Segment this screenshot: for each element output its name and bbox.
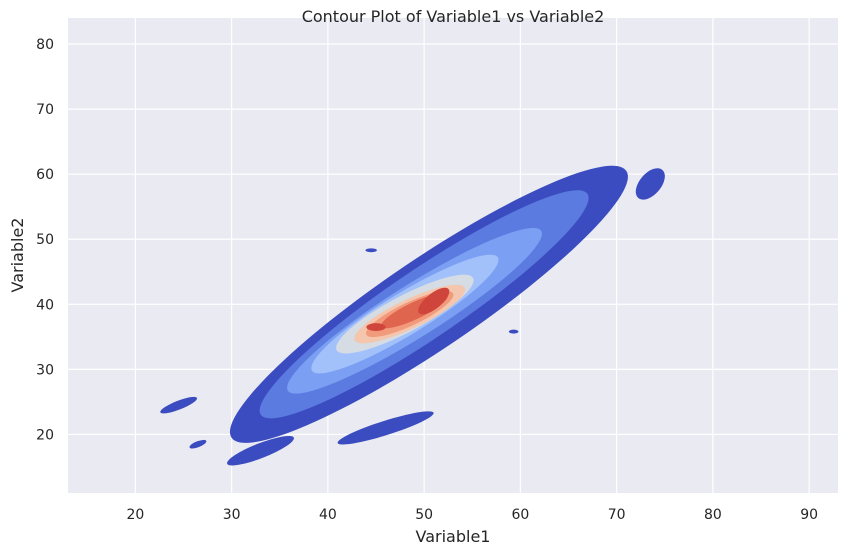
contour-island xyxy=(160,396,198,414)
y-tick-label: 80 xyxy=(36,37,54,53)
y-axis-title: Variable2 xyxy=(8,218,27,293)
contour-level-9 xyxy=(418,287,450,315)
contour-fills xyxy=(160,165,665,466)
x-tick-label: 40 xyxy=(319,507,337,523)
contour-island xyxy=(635,168,665,200)
y-tick-label: 20 xyxy=(36,427,54,443)
x-tick-label: 30 xyxy=(223,507,241,523)
x-tick-label: 90 xyxy=(800,507,818,523)
y-tick-label: 30 xyxy=(36,362,54,378)
contour-level-9 xyxy=(366,323,386,331)
y-tick-labels: 20 30 40 50 60 70 80 xyxy=(36,37,54,443)
x-tick-label: 80 xyxy=(704,507,722,523)
contour-island xyxy=(337,411,434,445)
x-tick-labels: 20 30 40 50 60 70 80 90 xyxy=(126,507,818,523)
contour-island xyxy=(189,439,207,449)
contour-island xyxy=(365,248,377,253)
y-tick-label: 50 xyxy=(36,232,54,248)
x-tick-label: 60 xyxy=(511,507,529,523)
y-tick-label: 60 xyxy=(36,167,54,183)
x-axis-title: Variable1 xyxy=(416,527,491,546)
contour-island xyxy=(227,435,294,466)
x-tick-label: 20 xyxy=(126,507,144,523)
contour-island xyxy=(508,329,519,334)
x-tick-label: 70 xyxy=(608,507,626,523)
y-tick-label: 40 xyxy=(36,297,54,313)
y-tick-label: 70 xyxy=(36,102,54,118)
chart-title: Contour Plot of Variable1 vs Variable2 xyxy=(302,7,605,26)
x-tick-label: 50 xyxy=(415,507,433,523)
